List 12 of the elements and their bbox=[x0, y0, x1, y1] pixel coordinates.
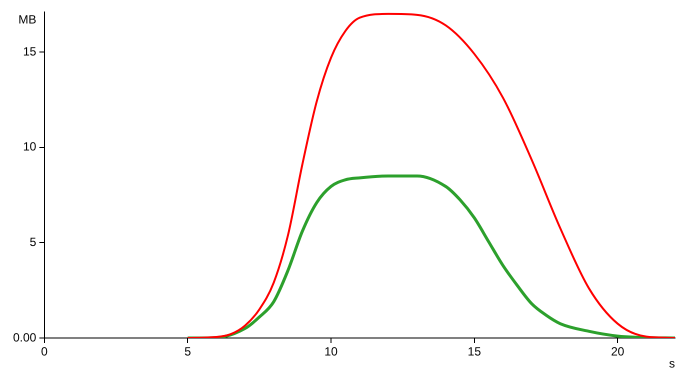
y-tick-label: 10 bbox=[22, 140, 37, 154]
y-axis-title: MB bbox=[18, 12, 36, 26]
y-tick-label: 5 bbox=[30, 234, 37, 249]
y-tick-label: 15 bbox=[22, 44, 37, 58]
line-series bbox=[186, 12, 675, 338]
x-tick-label: 20 bbox=[610, 344, 625, 358]
x-tick-label: 0 bbox=[41, 344, 48, 358]
x-tick-label: 15 bbox=[468, 344, 482, 358]
y-tick-label: 0.00 bbox=[12, 330, 37, 344]
x-tick-label: 10 bbox=[324, 344, 338, 358]
x-axis-title: s bbox=[669, 356, 675, 370]
x-tick-label: 5 bbox=[184, 344, 192, 358]
